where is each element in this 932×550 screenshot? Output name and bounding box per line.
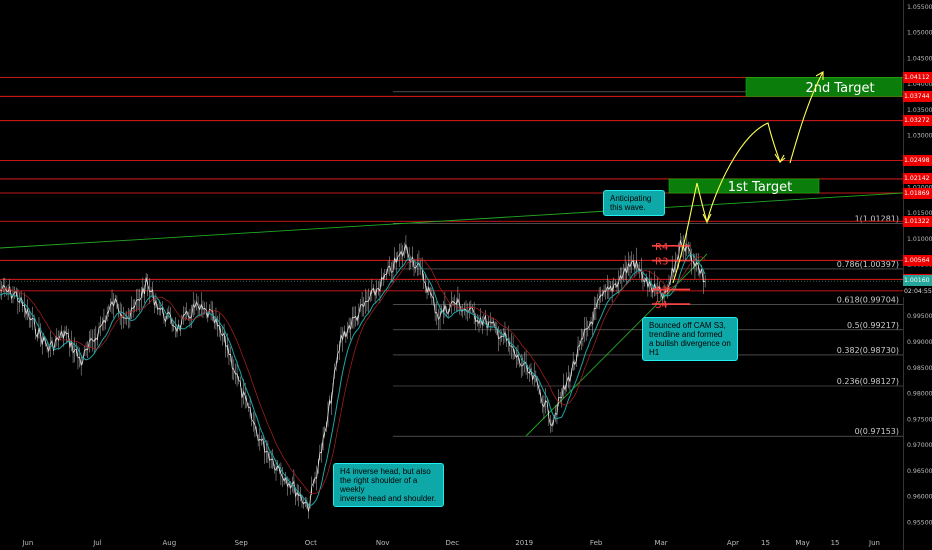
- resistance-price-tag: 1.03272: [903, 115, 932, 127]
- note-anticipating: Anticipating this wave.: [603, 190, 665, 216]
- camarilla-label-r4: R4: [655, 242, 668, 253]
- resistance-price-tag: 1.00564: [903, 254, 932, 266]
- projection-wave: [672, 71, 824, 284]
- target-zones: 1st Target 2nd Target: [668, 77, 903, 195]
- target-box-1: [668, 178, 820, 194]
- price-tick-label: 0.96000: [907, 494, 932, 501]
- time-tick-label: Nov: [376, 539, 390, 547]
- time-tick-label: Feb: [590, 539, 603, 547]
- resistance-price-tag: 1.01869: [903, 187, 932, 199]
- long-trendline: [0, 192, 904, 249]
- resistance-price-tag: 1.04112: [903, 71, 932, 83]
- moving-average-line: [0, 253, 706, 507]
- fibonacci-retracement: 1.618(1.03831)1(1.01281)0.786(1.00397)0.…: [393, 83, 903, 437]
- price-tick-label: 0.98000: [907, 391, 932, 398]
- fib-label-0.382: 0.382(0.98730): [837, 346, 899, 355]
- note-h4-inverse-head: H4 inverse head, but also the right shou…: [333, 463, 444, 507]
- time-tick-label: Oct: [305, 539, 317, 547]
- projection-arrowhead: [815, 71, 824, 80]
- time-tick-label: 15: [761, 539, 770, 547]
- price-tick-label: 1.03000: [907, 133, 932, 140]
- time-tick-label: Jul: [92, 539, 102, 547]
- fib-label-1: 1(1.01281): [855, 214, 899, 223]
- slow-moving-average-line: [0, 256, 706, 495]
- price-tick-label: 0.96500: [907, 468, 932, 475]
- target-label-1: 1st Target: [728, 180, 793, 195]
- camarilla-label-r3: R3: [655, 257, 668, 268]
- time-tick-label: Jun: [868, 539, 880, 547]
- price-tick-label: 1.01500: [907, 210, 932, 217]
- time-tick-label: Jun: [21, 539, 33, 547]
- time-tick-label: Sep: [235, 539, 249, 547]
- fib-label-0: 0(0.97153): [855, 427, 899, 436]
- time-tick-label: Dec: [446, 539, 460, 547]
- time-tick-label: Mar: [654, 539, 667, 547]
- resistance-price-tag: 1.03744: [903, 90, 932, 102]
- price-series: [0, 232, 706, 519]
- trendlines: [0, 192, 904, 437]
- fib-label-0.618: 0.618(0.99704): [837, 296, 899, 305]
- price-tick-label: 1.01000: [907, 236, 932, 243]
- price-tick-label: 1.04500: [907, 55, 932, 62]
- price-tick-label: 1.04000: [907, 81, 932, 88]
- price-tick-label: 0.99500: [907, 313, 932, 320]
- projection-path: [672, 71, 824, 284]
- price-tick-label: 0.95500: [907, 519, 932, 526]
- camarilla-label-s3: S3: [655, 285, 668, 296]
- note-bounced: Bounced off CAM S3, trendline and formed…: [642, 317, 738, 361]
- price-tick-label: 1.05500: [907, 4, 932, 11]
- fib-label-0.5: 0.5(0.99217): [847, 321, 899, 330]
- price-tick-label: 1.03500: [907, 107, 932, 114]
- time-tick-label: Aug: [162, 539, 176, 547]
- camarilla-label-s4: S4: [655, 300, 668, 311]
- projection-arrowhead: [774, 153, 785, 164]
- resistance-price-tag: 1.02142: [903, 173, 932, 185]
- price-tick-label: 0.97000: [907, 442, 932, 449]
- current-price-tag: 1.00160: [903, 275, 932, 287]
- time-tick-label: Apr: [727, 539, 739, 547]
- fib-label-0.786: 0.786(1.00397): [837, 260, 899, 269]
- resistance-price-tag: 1.02498: [903, 155, 932, 167]
- resistance-price-tag: 1.01322: [903, 215, 932, 227]
- price-tick-label: 0.99000: [907, 339, 932, 346]
- fib-label-0.236: 0.236(0.98127): [837, 377, 899, 386]
- price-tick-label: 0.97500: [907, 416, 932, 423]
- target-label-2: 2nd Target: [805, 81, 874, 96]
- time-tick-label: May: [795, 539, 809, 547]
- projection-arrowhead: [702, 213, 712, 224]
- time-tick-label: 15: [831, 539, 840, 547]
- price-tick-label: 0.98500: [907, 365, 932, 372]
- time-tick-label: 2019: [515, 539, 533, 547]
- countdown-tag: 02:04:55: [903, 286, 932, 298]
- price-line: [0, 240, 706, 512]
- time-axis: Jun Jul Aug Sep Oct Nov Dec 2019 Feb Mar Apr 15 May 1…: [21, 539, 880, 547]
- price-tick-label: 1.05000: [907, 30, 932, 37]
- target-box-2: [745, 77, 903, 97]
